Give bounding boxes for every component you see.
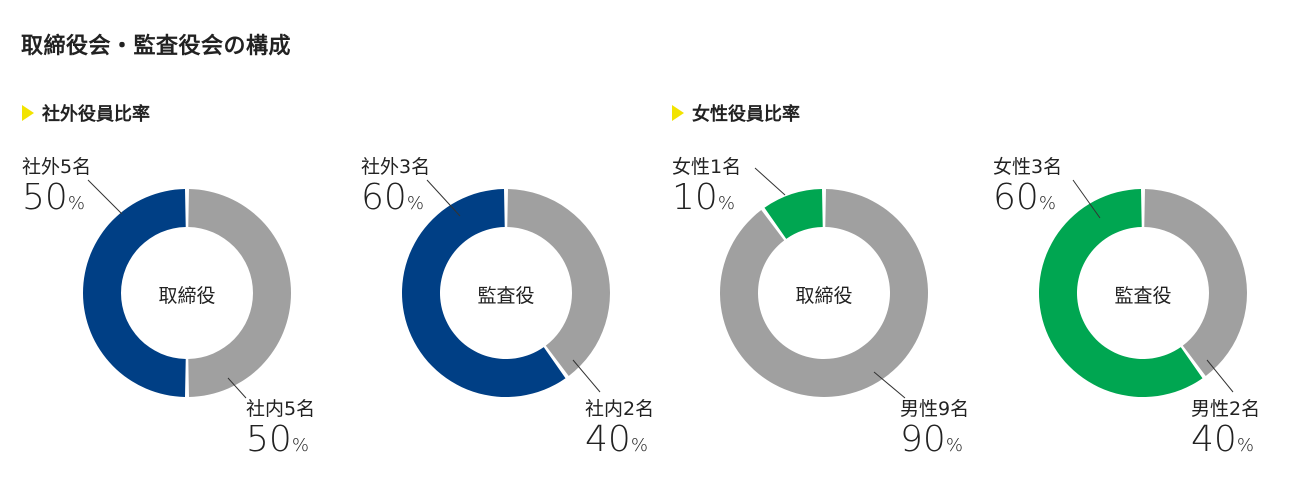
slice-percent: 60% bbox=[993, 177, 1056, 218]
donut-center-label: 監査役 bbox=[477, 285, 535, 307]
slice-percent: 10% bbox=[672, 177, 735, 218]
donut-center-label: 監査役 bbox=[1114, 285, 1172, 307]
leader-line bbox=[87, 179, 123, 215]
slice-percent: 40% bbox=[1191, 419, 1254, 460]
page-title: 取締役会・監査役会の構成 bbox=[21, 34, 292, 59]
donut-slice bbox=[507, 189, 610, 376]
slice-label-male: 男性9名 90% bbox=[900, 398, 969, 466]
slice-percent: 60% bbox=[361, 177, 424, 218]
leader-line bbox=[426, 179, 461, 217]
section-outside-ratio: 社外役員比率 bbox=[22, 100, 150, 126]
slice-label-outside: 社外5名 50% bbox=[22, 156, 91, 224]
section-label: 女性役員比率 bbox=[692, 104, 800, 125]
triangle-bullet-icon bbox=[672, 105, 684, 121]
slice-name: 男性2名 bbox=[1191, 398, 1261, 420]
leader-line bbox=[1206, 359, 1234, 393]
donut-center-label: 取締役 bbox=[158, 285, 216, 307]
donut-slice bbox=[720, 189, 928, 397]
slice-percent: 40% bbox=[585, 419, 648, 460]
slice-label-outside: 社外3名 60% bbox=[361, 156, 430, 224]
slice-percent: 90% bbox=[900, 419, 963, 460]
section-female-ratio: 女性役員比率 bbox=[672, 100, 800, 126]
slice-percent: 50% bbox=[22, 177, 85, 218]
slice-name: 社内2名 bbox=[585, 398, 655, 420]
slice-percent: 50% bbox=[246, 419, 309, 460]
donut-slice bbox=[1039, 189, 1203, 397]
donut-slice bbox=[188, 189, 292, 397]
slice-name: 社外5名 bbox=[22, 156, 92, 178]
leader-line bbox=[873, 371, 906, 399]
slice-name: 女性1名 bbox=[672, 156, 742, 178]
leader-line bbox=[227, 377, 247, 399]
slice-label-female: 女性3名 60% bbox=[993, 156, 1062, 224]
triangle-bullet-icon bbox=[22, 105, 34, 121]
leader-line bbox=[572, 359, 601, 393]
leader-line bbox=[754, 167, 786, 196]
donut-center-label: 取締役 bbox=[795, 285, 853, 307]
donut-slice bbox=[402, 189, 566, 397]
slice-name: 社外3名 bbox=[361, 156, 431, 178]
donut-slice bbox=[82, 189, 186, 397]
section-label: 社外役員比率 bbox=[42, 104, 150, 125]
leader-line bbox=[1072, 179, 1101, 219]
slice-name: 男性9名 bbox=[900, 398, 970, 420]
donut-slice bbox=[1144, 189, 1248, 376]
slice-label-inside: 社内5名 50% bbox=[246, 398, 315, 466]
slice-label-male: 男性2名 40% bbox=[1191, 398, 1260, 466]
donut-slice bbox=[764, 189, 823, 239]
slice-label-inside: 社内2名 40% bbox=[585, 398, 654, 466]
slice-name: 女性3名 bbox=[993, 156, 1063, 178]
slice-label-female: 女性1名 10% bbox=[672, 156, 741, 224]
slice-name: 社内5名 bbox=[246, 398, 316, 420]
